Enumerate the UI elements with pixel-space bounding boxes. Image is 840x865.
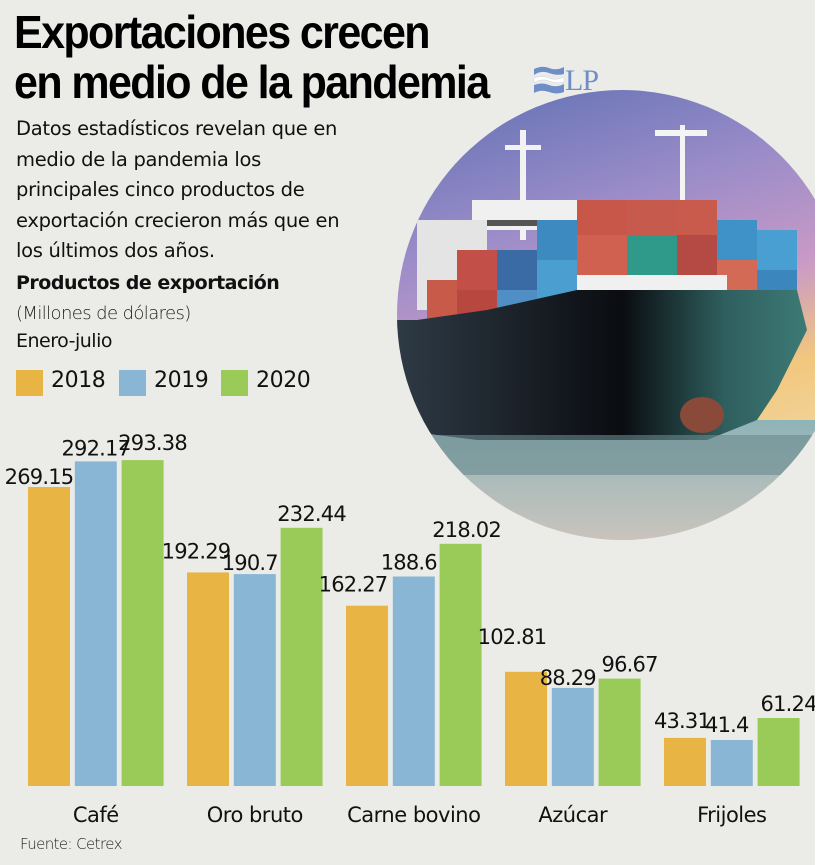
legend-label-2018: 2018 [51, 368, 106, 393]
flag-waves-icon [533, 66, 565, 94]
value-label-2018-1: 192.29 [162, 539, 231, 563]
legend-swatch-2018 [16, 370, 43, 396]
bar-2018-0 [28, 487, 70, 786]
intro-paragraph: Datos estadísticos revelan que en medio … [16, 114, 416, 267]
bar-2019-1 [233, 574, 276, 786]
source-note: Fuente: Cetrex [20, 835, 122, 853]
bar-2020-1 [280, 527, 323, 786]
category-label-4: Frijoles [697, 803, 766, 827]
bar-2020-0 [121, 460, 164, 786]
chart-title: Productos de exportación [16, 272, 280, 294]
value-label-2019-0: 292.17 [61, 436, 130, 460]
chart-period: Enero-julio [16, 330, 112, 352]
legend-swatch-2019 [119, 370, 146, 396]
bar-2019-4 [710, 740, 753, 786]
value-label-2018-4: 43.31 [654, 709, 710, 733]
intro-line: medio de la pandemia los [16, 147, 261, 171]
value-label-2019-4: 41.4 [705, 713, 749, 737]
intro-line: los últimos dos años. [16, 239, 215, 262]
value-label-2019-3: 88.29 [540, 666, 596, 690]
intro-line: principales cinco productos de [16, 178, 305, 201]
bar-2019-2 [392, 576, 435, 786]
value-label-2019-1: 190.7 [222, 551, 278, 575]
bar-2018-4 [664, 737, 706, 786]
intro-line: exportación crecieron más que en [16, 208, 340, 232]
headline-line-2: en medio de la pandemia [14, 56, 490, 109]
category-label-1: Oro bruto [207, 803, 303, 827]
bar-2020-3 [598, 678, 641, 786]
value-label-2018-0: 269.15 [5, 465, 74, 489]
value-label-2019-2: 188.6 [381, 551, 438, 575]
bar-2020-2 [439, 543, 482, 786]
value-label-2018-2: 162.27 [319, 573, 388, 597]
chart-subtitle: (Millones de dólares) [16, 303, 191, 324]
bar-2019-0 [74, 461, 117, 786]
legend-swatch-2020 [221, 370, 248, 396]
value-label-2020-4: 61.24 [761, 692, 815, 716]
bar-2019-3 [551, 687, 594, 786]
bar-2020-4 [757, 718, 800, 786]
headline-line-1: Exportaciones crecen [14, 6, 431, 59]
bar-2018-1 [187, 572, 229, 786]
value-label-2020-0: 293.38 [118, 431, 187, 455]
value-label-2018-3: 102.81 [478, 625, 547, 649]
value-label-2020-1: 232.44 [277, 502, 346, 526]
legend-label-2020: 2020 [256, 368, 311, 393]
intro-line: Datos estadísticos revelan que en [16, 117, 338, 140]
bar-2018-3 [505, 671, 547, 786]
infographic-panel: Exportaciones crecen en medio de la pand… [0, 0, 815, 865]
category-label-3: Azúcar [538, 803, 608, 827]
category-label-0: Café [73, 803, 119, 827]
value-label-2020-3: 96.67 [602, 653, 658, 677]
category-label-2: Carne bovino [347, 803, 480, 827]
value-label-2020-2: 218.02 [432, 518, 501, 542]
legend-label-2019: 2019 [154, 368, 209, 393]
bar-2018-2 [346, 605, 388, 786]
